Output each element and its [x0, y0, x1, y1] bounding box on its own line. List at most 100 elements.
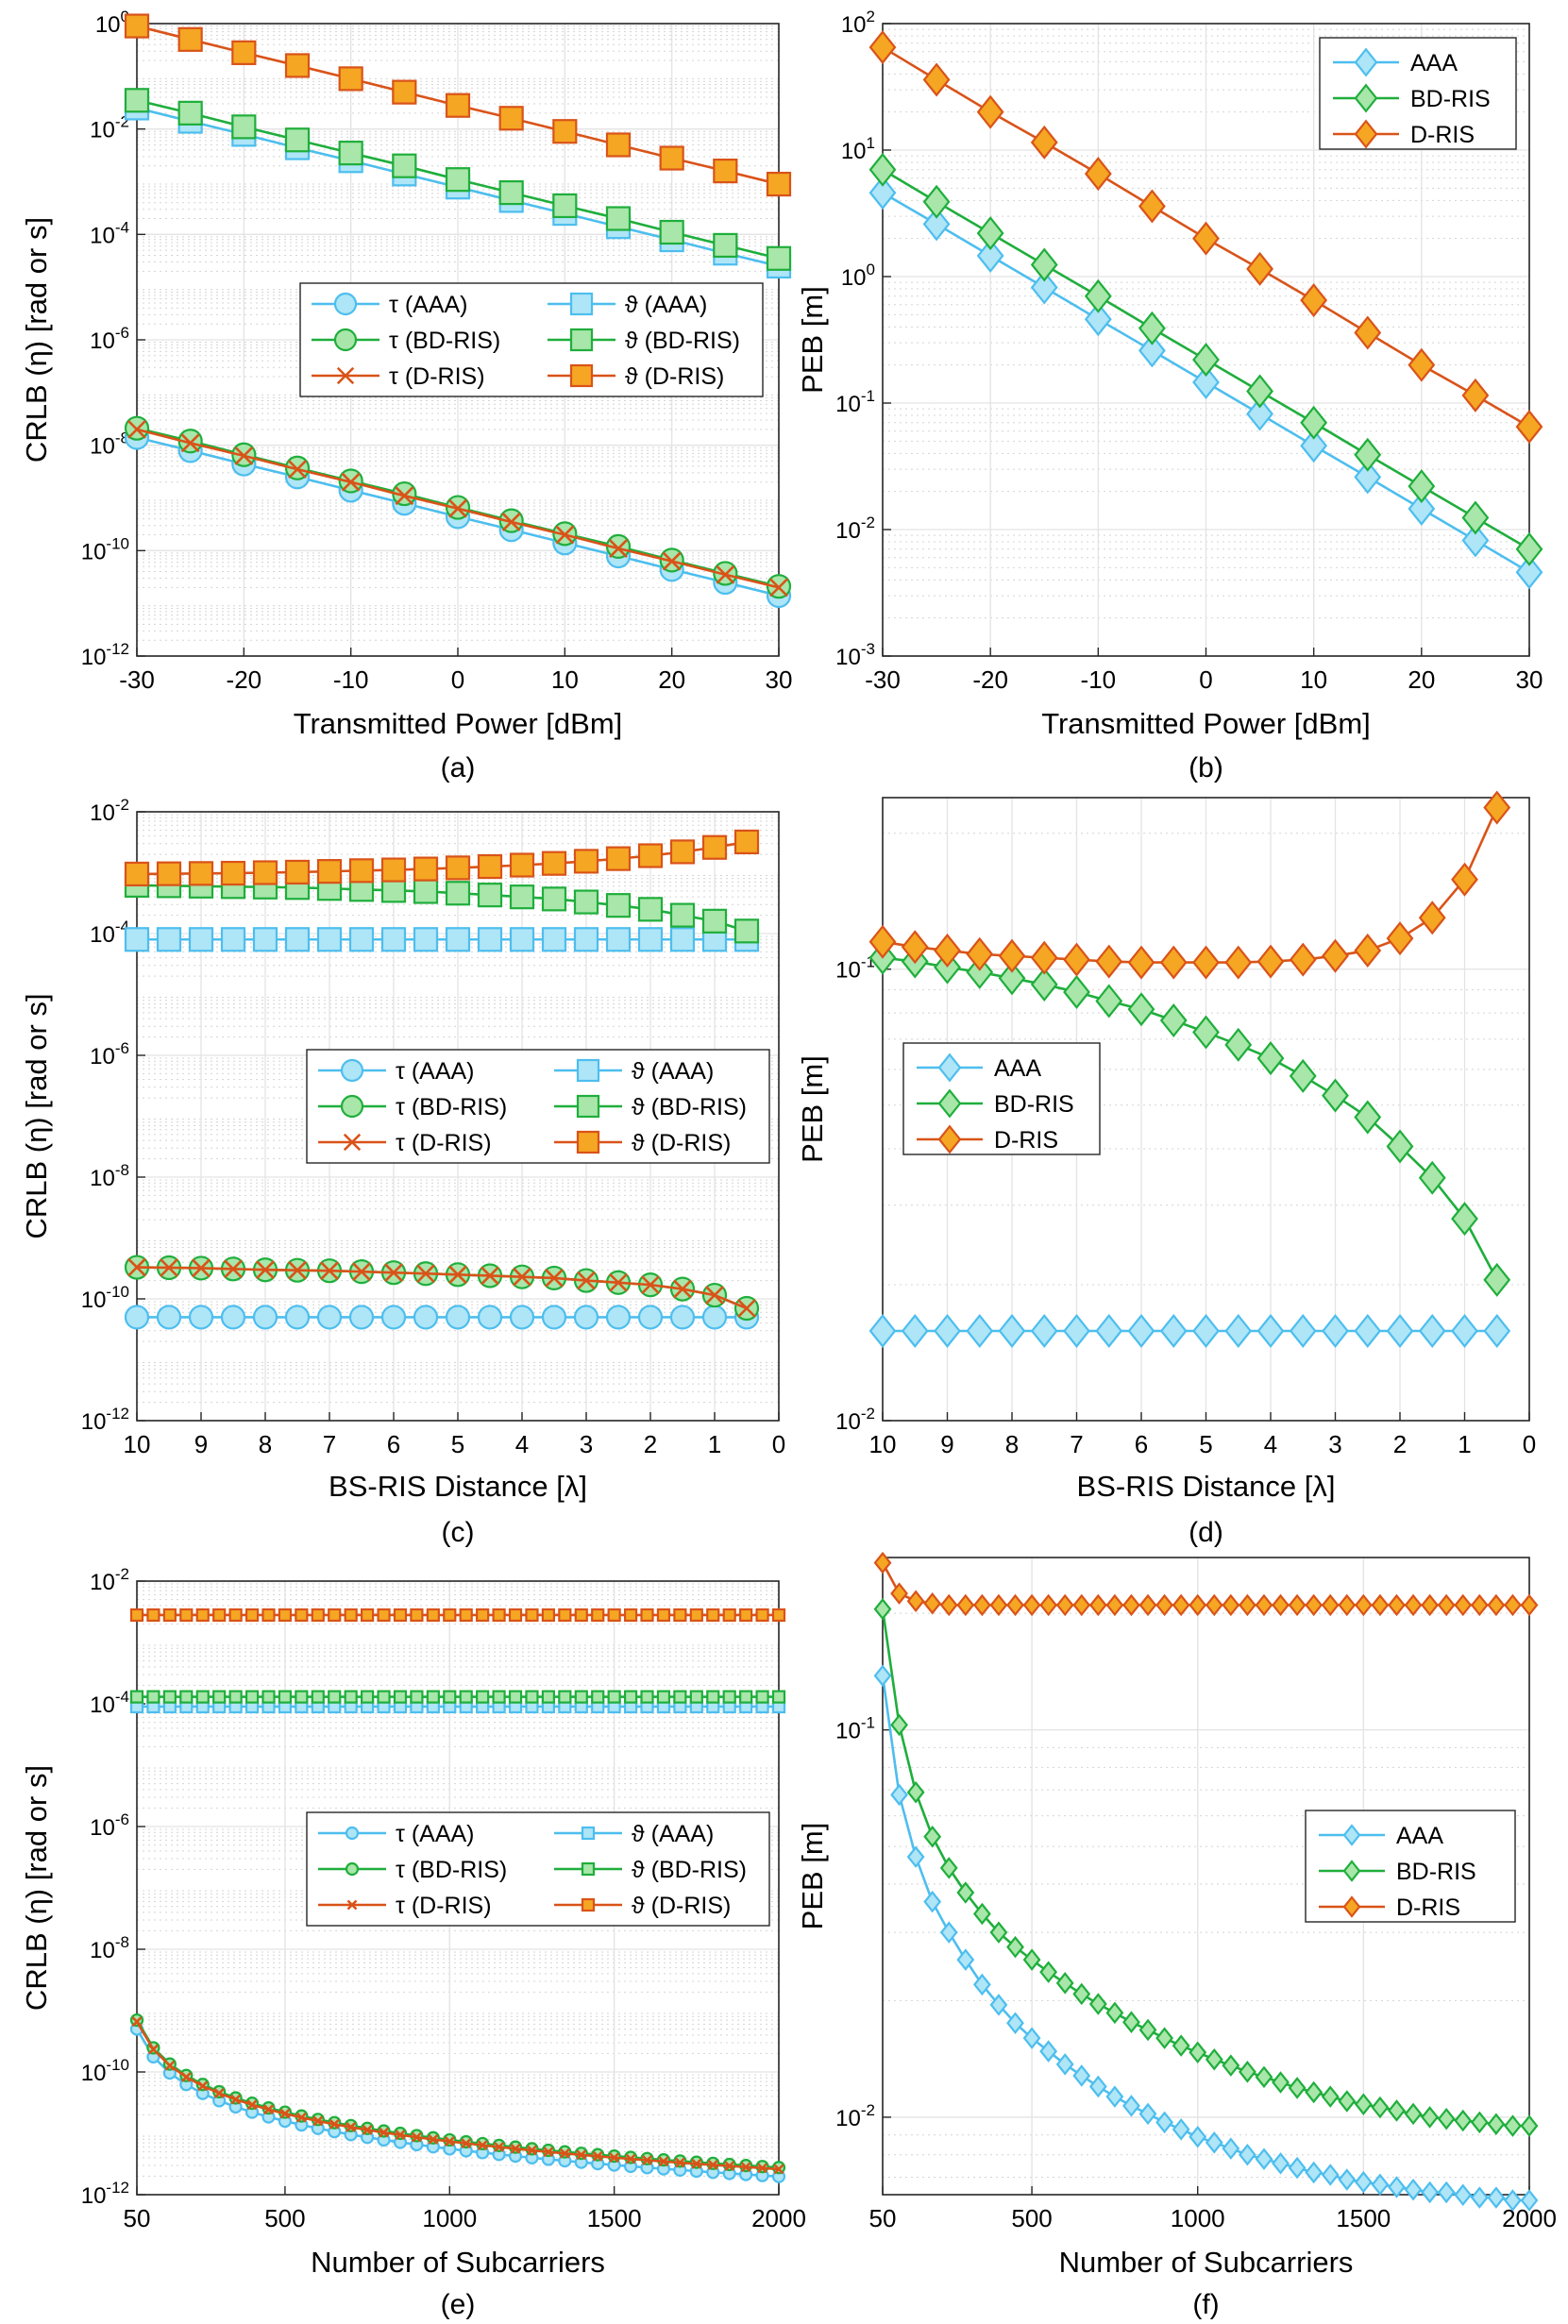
data-point [509, 884, 535, 910]
data-point [362, 2124, 373, 2135]
data-point [1039, 1593, 1058, 1617]
data-point [1256, 1313, 1285, 1349]
data-point [1155, 1593, 1173, 1617]
data-point [669, 927, 696, 952]
legend-label: ϑ (D-RIS) [625, 363, 724, 390]
data-point [444, 2136, 455, 2147]
data-point [510, 2143, 521, 2154]
data-point [669, 1305, 696, 1330]
series-line [135, 2021, 780, 2171]
data-point [1122, 1593, 1140, 1617]
data-point [724, 2161, 735, 2172]
data-point [188, 861, 214, 886]
series-line [881, 1676, 1529, 2202]
data-point [873, 1664, 892, 1687]
x-tick-label: 1 [708, 1430, 721, 1458]
data-point [623, 1690, 638, 1704]
data-point [766, 245, 792, 271]
data-point [662, 551, 682, 571]
x-tick-label: 10 [124, 1430, 151, 1458]
data-point [284, 927, 311, 952]
data-point [156, 1305, 182, 1330]
x-tick-label: 3 [580, 1430, 593, 1458]
data-point [477, 2140, 488, 2151]
legend-marker [569, 292, 594, 316]
legend-label: BD-RIS [994, 1091, 1074, 1118]
data-point [127, 1257, 146, 1277]
data-point [890, 1783, 908, 1807]
legend-marker [1354, 119, 1378, 149]
data-point [192, 1258, 211, 1278]
legend-marker [1342, 1895, 1361, 1918]
data-point [1138, 1593, 1157, 1617]
data-point [559, 2147, 570, 2159]
data-point [426, 1690, 440, 1704]
data-point [1371, 1593, 1390, 1617]
x-tick-label: 0 [1523, 1430, 1536, 1458]
data-point [1338, 1593, 1357, 1617]
x-tick-label: 6 [1135, 1430, 1148, 1458]
data-point [740, 2162, 751, 2173]
data-point [1088, 1993, 1107, 2015]
x-tick-label: 6 [387, 1430, 400, 1458]
y-axis-label: PEB [m] [796, 286, 829, 394]
data-point [966, 954, 994, 989]
series-aaa [868, 1313, 1511, 1349]
data-point [481, 1266, 499, 1286]
data-point [338, 141, 363, 166]
legend-box [1305, 1810, 1516, 1923]
y-tick-label: 10-10 [81, 1283, 129, 1313]
series-d-ris [127, 419, 788, 598]
series-bd-ris [873, 1597, 1539, 2137]
x-tick-label: 9 [940, 1430, 953, 1458]
data-point [1084, 278, 1112, 313]
data-point [545, 1268, 564, 1288]
data-point [1055, 1972, 1074, 1995]
data-point [1305, 1593, 1324, 1617]
ticks: 50 500 1000 1500 2000 10-12 10-10 10-8 10-6 10-4 1… [81, 1565, 806, 2232]
series-d-ris [868, 30, 1543, 445]
data-point [146, 1690, 160, 1704]
legend-marker [340, 1058, 364, 1083]
data-point [1388, 2099, 1406, 2122]
data-point [1470, 2186, 1489, 2209]
data-point [1289, 1058, 1317, 1093]
legend-e: τ (AAA) ϑ (AAA) τ (BD-RIS) ϑ (BD-RIS) τ (D-R… [306, 1811, 770, 1927]
y-axis-label: CRLB (η) [rad or s] [20, 993, 53, 1238]
data-point [124, 861, 150, 887]
data-point [1461, 500, 1490, 535]
data-point [1354, 2170, 1373, 2194]
data-point [341, 472, 361, 492]
data-point [1354, 1313, 1382, 1349]
data-point [923, 1890, 942, 1913]
data-point [1371, 2096, 1390, 2119]
legend-marker [569, 328, 594, 352]
legend-label: D-RIS [1396, 1895, 1460, 1921]
y-tick-label: 10-4 [90, 918, 129, 948]
data-point [701, 834, 728, 860]
data-point [1039, 2040, 1058, 2063]
series-aaa [868, 176, 1543, 590]
legend-marker [345, 1826, 360, 1841]
x-tick-label: 500 [1011, 2204, 1052, 2232]
x-tick-label: 1000 [422, 2204, 477, 2232]
data-point [513, 1267, 531, 1287]
series-d-ris [873, 1551, 1539, 1617]
data-point [637, 927, 664, 952]
data-point [411, 2131, 422, 2143]
data-point [377, 1608, 391, 1623]
data-point [164, 2060, 176, 2071]
axes-frame [882, 1557, 1530, 2196]
data-point [1063, 1313, 1090, 1349]
y-tick-label: 10-2 [90, 1565, 129, 1595]
data-point [195, 1690, 210, 1704]
x-tick-label: 2 [1393, 1430, 1407, 1458]
data-point [1338, 2090, 1357, 2113]
data-point [1127, 1313, 1155, 1349]
data-point [1255, 1593, 1273, 1617]
data-point [906, 1780, 925, 1804]
data-point [691, 2158, 702, 2169]
x-tick-label: 30 [766, 665, 793, 694]
data-point [1030, 967, 1058, 1002]
data-point [261, 1690, 276, 1704]
